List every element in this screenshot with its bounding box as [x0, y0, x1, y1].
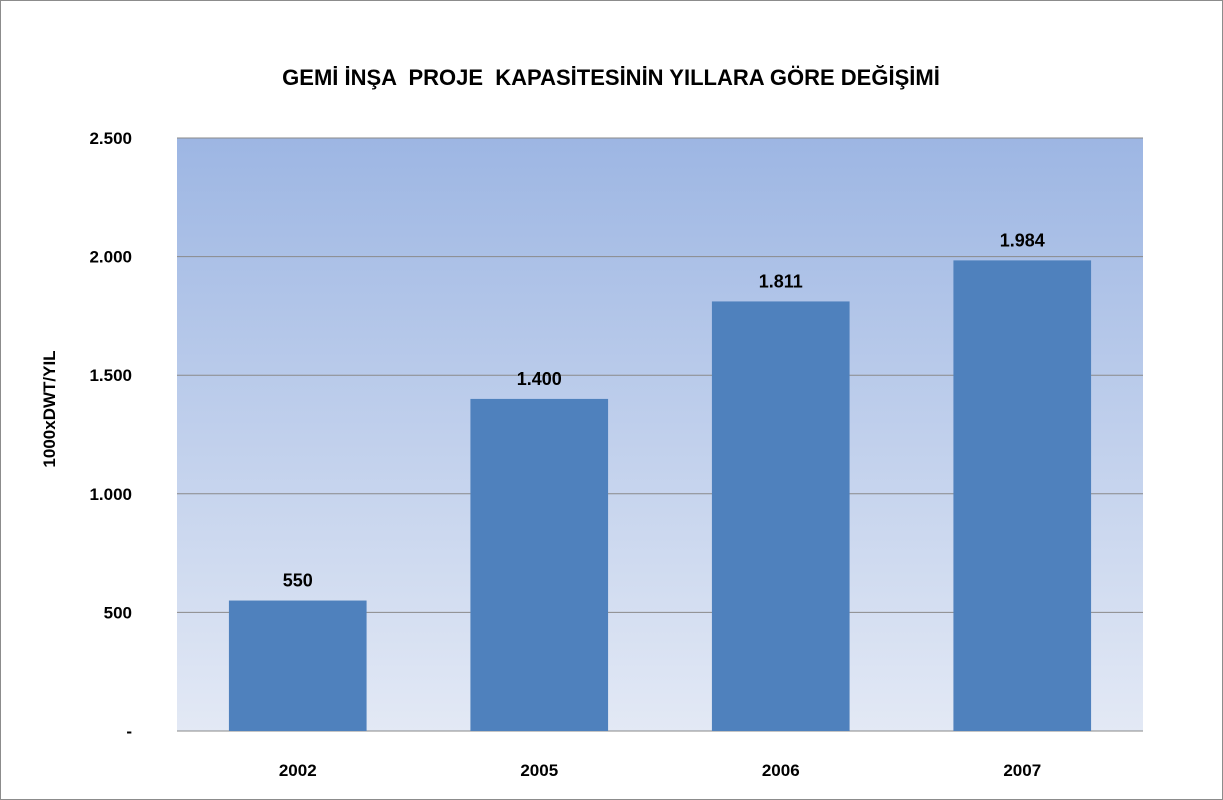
- bar-2007: [953, 260, 1092, 731]
- y-tick-label: 2.000: [89, 248, 132, 267]
- x-tick-label-2005: 2005: [520, 761, 558, 780]
- y-axis-label: 1000xDWT/YIL: [40, 350, 59, 467]
- bars: [228, 260, 1092, 731]
- x-tick-label-2007: 2007: [1003, 761, 1041, 780]
- bar-2005: [470, 398, 609, 731]
- y-tick-label: 1.000: [89, 485, 132, 504]
- data-label-2002: 550: [283, 571, 313, 591]
- y-tick-label: 500: [104, 603, 132, 622]
- y-tick-label: 1.500: [89, 366, 132, 385]
- bar-2006: [711, 301, 850, 731]
- data-label-2005: 1.400: [517, 369, 562, 389]
- data-label-2007: 1.984: [1000, 230, 1045, 250]
- data-labels: 550 1.400 1.811 1.984: [283, 230, 1045, 590]
- y-axis-ticks: - 500 1.000 1.500 2.000 2.500: [89, 129, 132, 741]
- y-tick-label: -: [126, 722, 132, 741]
- chart-title: GEMİ İNŞA PROJE KAPASİTESİNİN YILLARA GÖ…: [282, 65, 940, 90]
- x-axis-ticks: 2002 2005 2006 2007: [279, 761, 1041, 780]
- x-tick-label-2006: 2006: [762, 761, 800, 780]
- y-tick-label: 2.500: [89, 129, 132, 148]
- bar-2002: [228, 600, 367, 731]
- data-label-2006: 1.811: [759, 271, 803, 291]
- x-tick-label-2002: 2002: [279, 761, 317, 780]
